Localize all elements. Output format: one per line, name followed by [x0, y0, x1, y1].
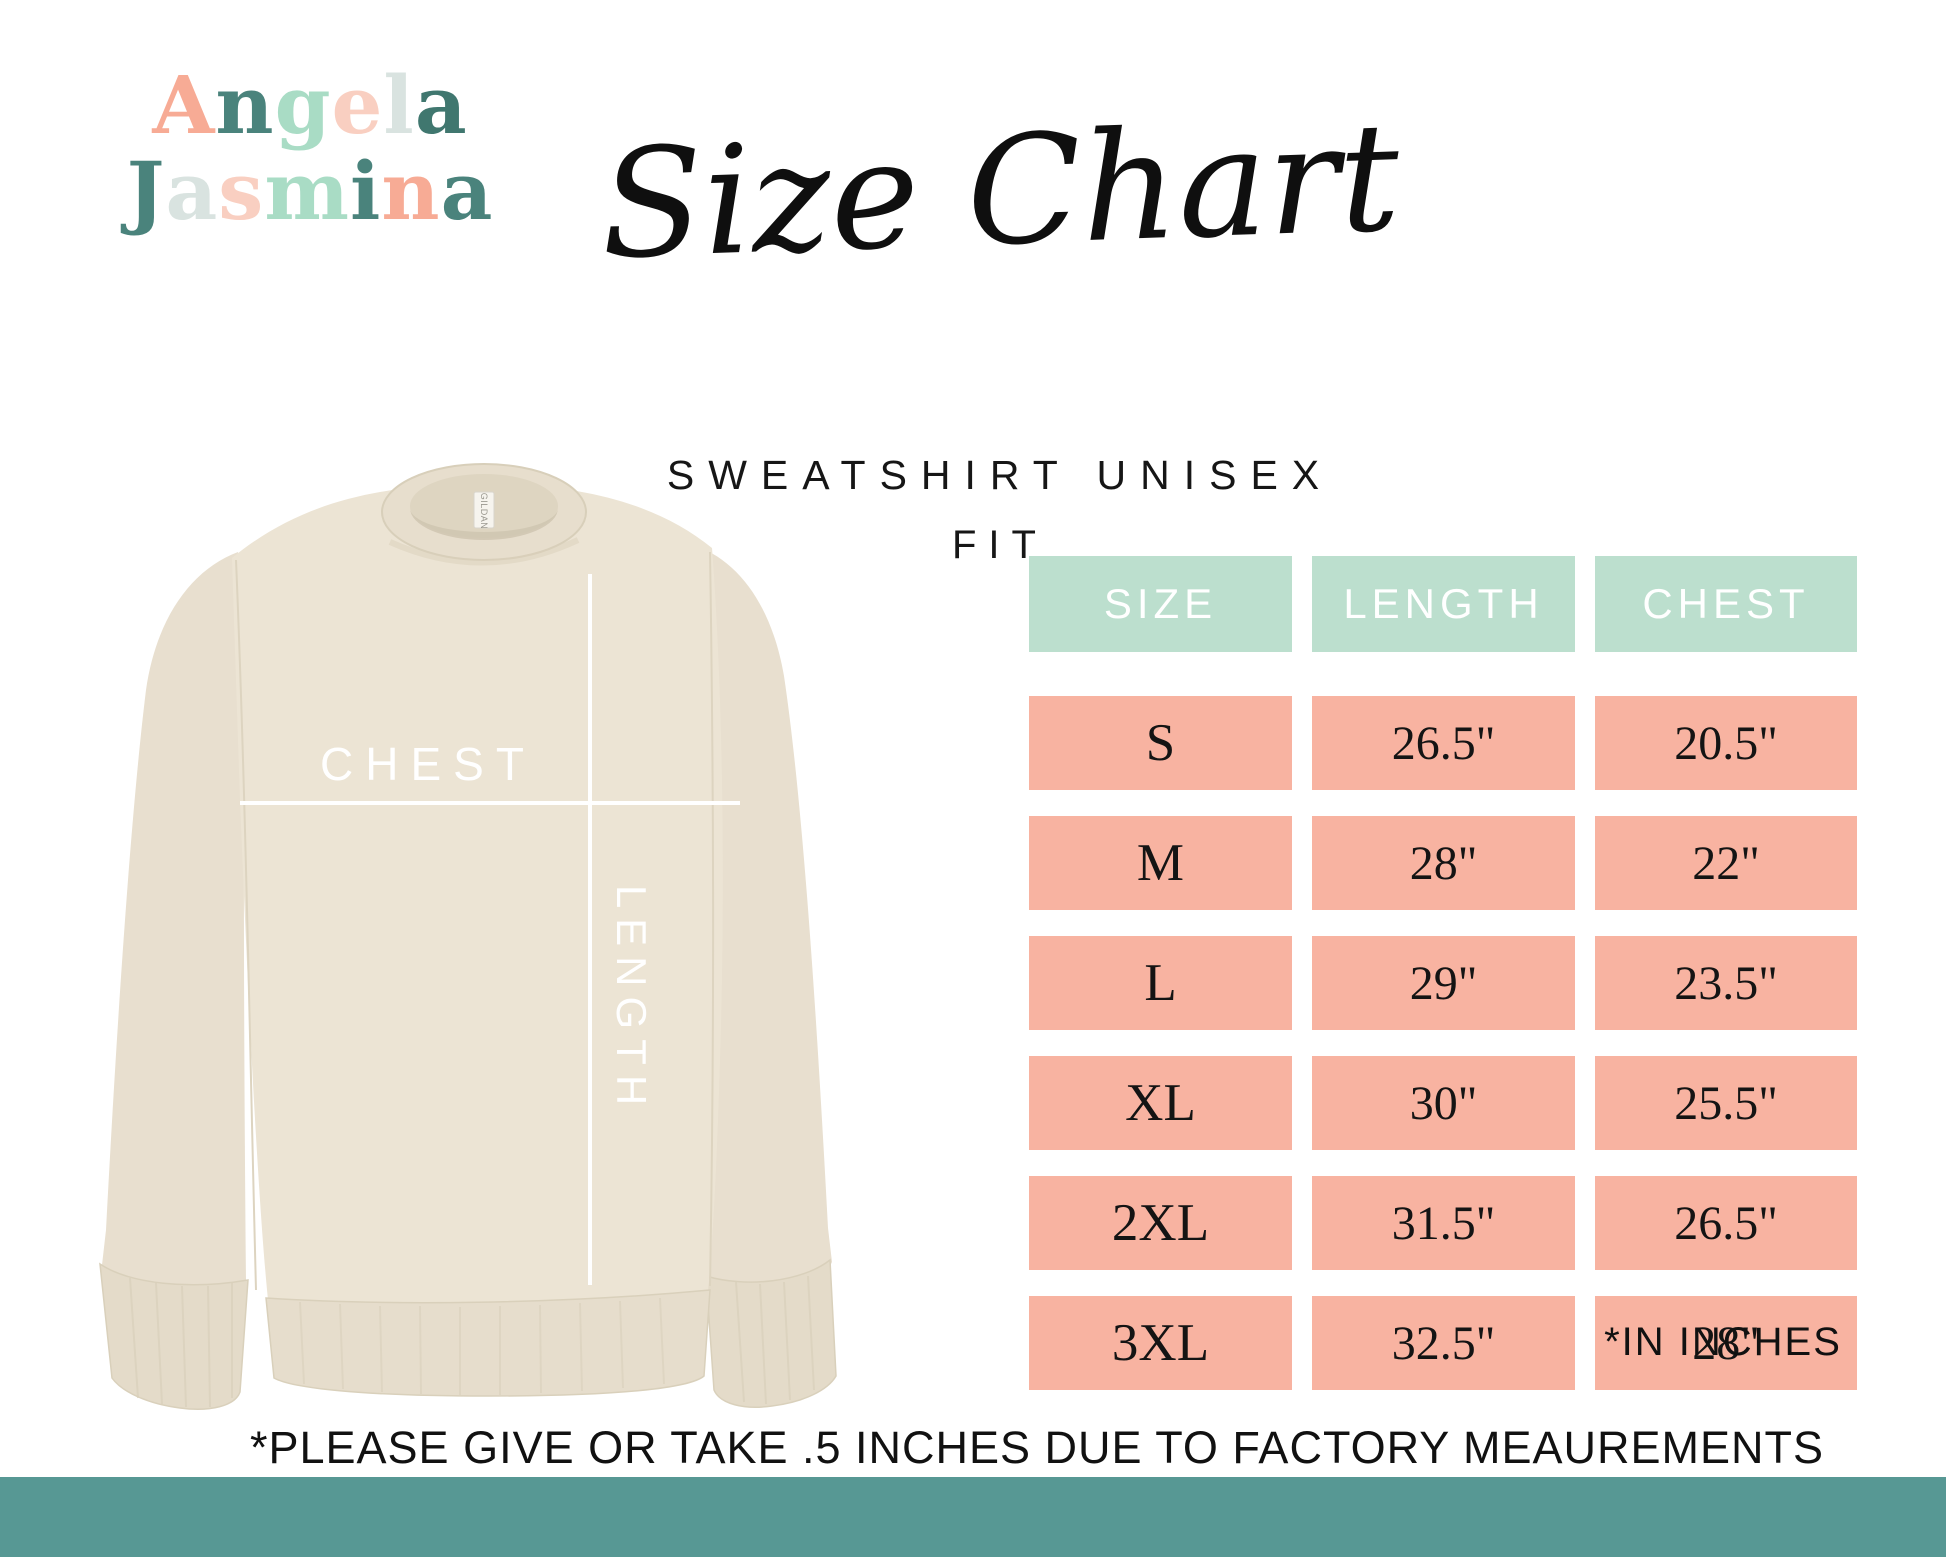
length-cell: 28": [1312, 816, 1575, 910]
logo-letter: m: [264, 144, 350, 239]
logo-letter: a: [414, 58, 468, 152]
length-label: LENGTH: [608, 885, 655, 1115]
logo-letter: a: [165, 144, 219, 239]
logo-letter: A: [152, 58, 216, 152]
right-sleeve: [690, 544, 832, 1288]
page-title: Size Chart: [597, 91, 1403, 293]
body-panel: [232, 484, 723, 1305]
logo-letter: g: [274, 58, 332, 152]
length-cell: 31.5": [1312, 1176, 1575, 1270]
chest-cell: 26.5": [1595, 1176, 1857, 1270]
bottom-accent-bar: [0, 1477, 1946, 1557]
brand-logo: Angela Jasmina: [75, 62, 545, 235]
units-note: *IN INCHES: [1604, 1320, 1842, 1364]
header-cell-length: LENGTH: [1312, 556, 1575, 652]
size-cell: S: [1029, 696, 1292, 790]
header-cell-chest: CHEST: [1595, 556, 1857, 652]
left-sleeve: [102, 552, 246, 1290]
hem-ribbing: [299, 1297, 665, 1395]
right-cuff: [705, 1258, 837, 1408]
size-cell: XL: [1029, 1056, 1292, 1150]
chest-cell: 25.5": [1595, 1056, 1857, 1150]
chest-label: CHEST: [320, 738, 536, 790]
length-cell: 29": [1312, 936, 1575, 1030]
size-cell: 3XL: [1029, 1296, 1292, 1390]
chest-cell: 28": [1595, 1296, 1857, 1390]
right-seam: [709, 551, 714, 1287]
chest-cell: 22": [1595, 816, 1857, 910]
left-seam: [235, 559, 257, 1291]
collar-shadow: [388, 537, 580, 566]
subtitle-line2: FIT: [952, 523, 1048, 567]
logo-letter: a: [440, 144, 494, 239]
left-cuff: [99, 1262, 249, 1410]
neck-tag-label: GILDAN: [479, 493, 489, 530]
chest-cell: 20.5": [1595, 696, 1857, 790]
header-cell-size: SIZE: [1029, 556, 1292, 652]
collar-inner-shadow: [410, 508, 558, 540]
hem-band: [265, 1289, 711, 1397]
length-cell: 32.5": [1312, 1296, 1575, 1390]
product-subtitle: SWEATSHIRT UNISEX FIT: [600, 452, 1400, 568]
tolerance-note: *PLEASE GIVE OR TAKE .5 INCHES DUE TO FA…: [249, 1422, 1825, 1473]
chest-cell: 23.5": [1595, 936, 1857, 1030]
logo-letter: J: [126, 144, 166, 239]
logo-letter: e: [331, 58, 384, 152]
size-table-body: S 26.5" 20.5" M 28" 22" L 29" 23.5" XL 30" 25.5" 2XL…: [1029, 696, 1857, 1390]
length-cell: 30": [1312, 1056, 1575, 1150]
size-cell: M: [1029, 816, 1292, 910]
logo-letter: s: [218, 144, 265, 239]
logo-letter: n: [215, 58, 275, 152]
sweatshirt-illustration: GILDAN CHEST LENGTH: [99, 463, 837, 1410]
neck-tag: [473, 491, 495, 529]
cuff-ribbing: [129, 1275, 815, 1408]
brand-logo-line2: Jasmina: [75, 148, 545, 234]
brand-logo-line1: Angela: [75, 62, 545, 148]
size-cell: 2XL: [1029, 1176, 1292, 1270]
subtitle-line1: SWEATSHIRT UNISEX: [666, 452, 1334, 498]
logo-letter: n: [381, 144, 441, 239]
size-cell: L: [1029, 936, 1292, 1030]
logo-letter: l: [383, 58, 415, 152]
length-cell: 26.5": [1312, 696, 1575, 790]
size-table-header: SIZE LENGTH CHEST: [1029, 556, 1857, 652]
logo-letter: i: [350, 144, 382, 239]
